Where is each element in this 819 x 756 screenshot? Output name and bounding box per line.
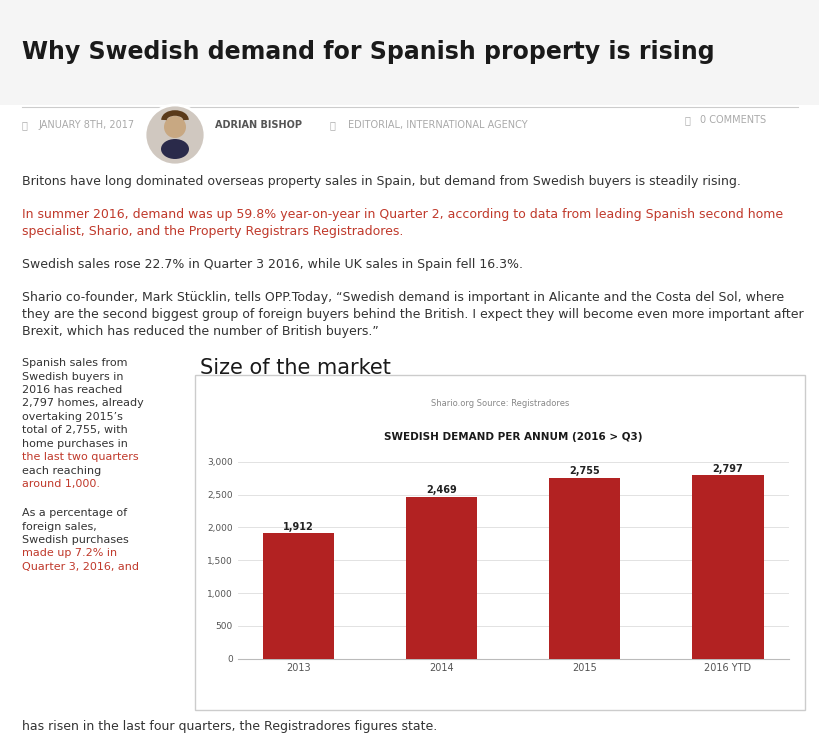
Text: Size of the market: Size of the market (200, 358, 391, 378)
Text: 2,469: 2,469 (426, 485, 456, 495)
Text: has risen in the last four quarters, the Registradores figures state.: has risen in the last four quarters, the… (22, 720, 437, 733)
Text: Swedish sales rose 22.7% in Quarter 3 2016, while UK sales in Spain fell 16.3%.: Swedish sales rose 22.7% in Quarter 3 20… (22, 258, 523, 271)
Text: Shario.org Source: Registradores: Shario.org Source: Registradores (430, 398, 568, 407)
Text: Swedish buyers in: Swedish buyers in (22, 371, 124, 382)
Text: foreign sales,: foreign sales, (22, 522, 97, 531)
Text: As a percentage of: As a percentage of (22, 508, 127, 518)
Text: 📅: 📅 (22, 120, 28, 130)
Circle shape (145, 105, 205, 165)
Text: the last two quarters: the last two quarters (22, 453, 138, 463)
Text: 2016 has reached: 2016 has reached (22, 385, 122, 395)
Text: Swedish purchases: Swedish purchases (22, 535, 129, 545)
Text: 🏷: 🏷 (329, 120, 336, 130)
Text: 💬: 💬 (684, 115, 690, 125)
Bar (262, 533, 334, 658)
Text: 2,755: 2,755 (568, 466, 600, 476)
Text: JANUARY 8TH, 2017: JANUARY 8TH, 2017 (38, 120, 134, 130)
Bar (0, 0, 819, 105)
Text: around 1,000.: around 1,000. (22, 479, 100, 489)
Bar (548, 478, 620, 658)
Text: 0 COMMENTS: 0 COMMENTS (699, 115, 765, 125)
Text: they are the second biggest group of foreign buyers behind the British. I expect: they are the second biggest group of for… (22, 308, 803, 321)
Bar (405, 497, 477, 658)
Text: Britons have long dominated overseas property sales in Spain, but demand from Sw: Britons have long dominated overseas pro… (22, 175, 740, 188)
Text: EDITORIAL, INTERNATIONAL AGENCY: EDITORIAL, INTERNATIONAL AGENCY (347, 120, 527, 130)
Text: total of 2,755, with: total of 2,755, with (22, 426, 128, 435)
Text: Quarter 3, 2016, and: Quarter 3, 2016, and (22, 562, 139, 572)
Circle shape (164, 116, 186, 138)
Text: specialist, Shario, and the Property Registrars Registradores.: specialist, Shario, and the Property Reg… (22, 225, 403, 238)
Text: 2,797 homes, already: 2,797 homes, already (22, 398, 143, 408)
Text: each reaching: each reaching (22, 466, 101, 476)
Bar (691, 476, 762, 658)
Text: Spanish sales from: Spanish sales from (22, 358, 127, 368)
Text: home purchases in: home purchases in (22, 439, 128, 449)
Text: overtaking 2015’s: overtaking 2015’s (22, 412, 123, 422)
Text: Brexit, which has reduced the number of British buyers.”: Brexit, which has reduced the number of … (22, 325, 378, 338)
Ellipse shape (161, 139, 188, 159)
Text: made up 7.2% in: made up 7.2% in (22, 549, 117, 559)
Text: 2,797: 2,797 (712, 463, 742, 473)
Title: SWEDISH DEMAND PER ANNUM (2016 > Q3): SWEDISH DEMAND PER ANNUM (2016 > Q3) (383, 432, 641, 442)
Text: ADRIAN BISHOP: ADRIAN BISHOP (215, 120, 301, 130)
Text: 1,912: 1,912 (283, 522, 314, 531)
Bar (195, 375, 804, 710)
Text: Shario co-founder, Mark Stücklin, tells OPP.Today, “Swedish demand is important : Shario co-founder, Mark Stücklin, tells … (22, 291, 783, 304)
Text: Why Swedish demand for Spanish property is rising: Why Swedish demand for Spanish property … (22, 40, 713, 64)
Text: In summer 2016, demand was up 59.8% year-on-year in Quarter 2, according to data: In summer 2016, demand was up 59.8% year… (22, 208, 782, 221)
